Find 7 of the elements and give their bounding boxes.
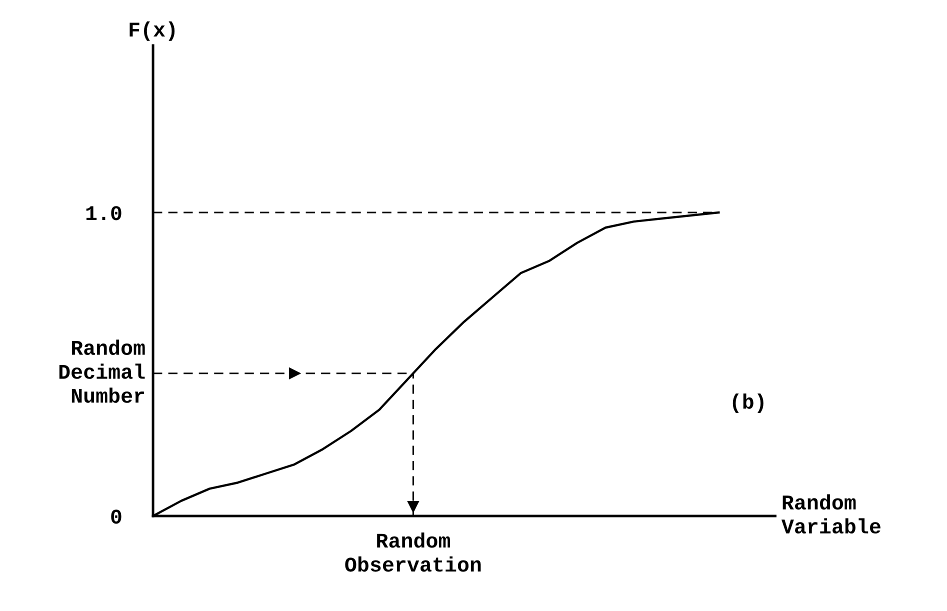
y-tick-label: 0 bbox=[111, 510, 122, 524]
text: Random Observation bbox=[345, 532, 481, 572]
ref-line-label: Random Decimal Number bbox=[59, 340, 145, 403]
y-tick-label: 1.0 bbox=[86, 206, 122, 220]
annotation: (b) bbox=[732, 394, 764, 413]
y-axis-title: F(x) bbox=[130, 21, 175, 41]
x-axis-title: Random Variable bbox=[781, 494, 880, 534]
